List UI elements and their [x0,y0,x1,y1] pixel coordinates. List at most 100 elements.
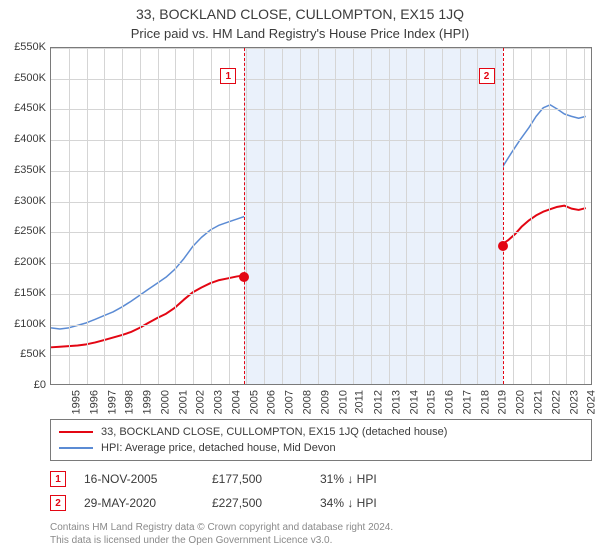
legend-box: 33, BOCKLAND CLOSE, CULLOMPTON, EX15 1JQ… [50,419,592,461]
x-tick-label: 2004 [230,390,242,414]
gridline-h [51,140,591,141]
sales-row-badge: 2 [50,495,66,511]
y-tick-label: £350K [4,164,46,176]
sales-row-badge: 1 [50,471,66,487]
gridline-v [229,48,230,384]
y-tick-label: £550K [4,41,46,53]
sales-row-date: 29-MAY-2020 [84,496,194,510]
gridline-h [51,232,591,233]
x-tick-label: 1998 [124,390,136,414]
legend-label: 33, BOCKLAND CLOSE, CULLOMPTON, EX15 1JQ… [101,426,447,438]
gridline-h [51,294,591,295]
gridline-h [51,171,591,172]
gridline-h [51,79,591,80]
legend-swatch [59,431,93,433]
plot-region: 12 [50,47,592,385]
x-tick-label: 2017 [461,390,473,414]
sale-marker-dot [498,241,508,251]
gridline-v [175,48,176,384]
x-tick-label: 2006 [266,390,278,414]
y-tick-label: £100K [4,318,46,330]
y-tick-label: £200K [4,256,46,268]
gridline-v [158,48,159,384]
gridline-v [406,48,407,384]
sales-row-price: £177,500 [212,472,302,486]
legend-item: 33, BOCKLAND CLOSE, CULLOMPTON, EX15 1JQ… [59,424,583,440]
sales-table: 116-NOV-2005£177,50031% ↓ HPI229-MAY-202… [50,467,592,515]
gridline-v [246,48,247,384]
x-tick-label: 2016 [444,390,456,414]
gridline-v [87,48,88,384]
gridline-v [424,48,425,384]
x-tick-label: 2021 [533,390,545,414]
x-tick-label: 2024 [586,390,598,414]
footer-line-1: Contains HM Land Registry data © Crown c… [50,521,592,534]
x-tick-label: 1999 [142,390,154,414]
chart-container: 33, BOCKLAND CLOSE, CULLOMPTON, EX15 1JQ… [0,0,600,547]
sales-row-date: 16-NOV-2005 [84,472,194,486]
sale-marker-dot [239,272,249,282]
x-tick-label: 2007 [284,390,296,414]
gridline-v [513,48,514,384]
chart-subtitle: Price paid vs. HM Land Registry's House … [4,26,596,41]
footer-attribution: Contains HM Land Registry data © Crown c… [50,521,592,547]
gridline-v [584,48,585,384]
x-tick-label: 1996 [88,390,100,414]
gridline-v [477,48,478,384]
sale-marker-badge: 1 [220,68,236,84]
gridline-h [51,48,591,49]
x-tick-label: 2008 [302,390,314,414]
y-tick-label: £50K [4,348,46,360]
gridline-v [318,48,319,384]
gridline-v [371,48,372,384]
y-tick-label: £0 [4,379,46,391]
x-tick-label: 2005 [248,390,260,414]
x-tick-label: 2000 [159,390,171,414]
gridline-h [51,263,591,264]
gridline-v [264,48,265,384]
gridline-v [282,48,283,384]
sales-row: 2 29-MAY-2020 £227,500 34% ↓ HPI [50,491,592,515]
gridline-v [211,48,212,384]
gridline-v [140,48,141,384]
x-tick-label: 2013 [390,390,402,414]
gridline-v [460,48,461,384]
gridline-v [122,48,123,384]
x-tick-label: 2002 [195,390,207,414]
legend-swatch [59,447,93,449]
legend-item: HPI: Average price, detached house, Mid … [59,440,583,456]
gridline-v [389,48,390,384]
gridline-h [51,202,591,203]
x-tick-label: 2001 [177,390,189,414]
sale-marker-line [503,48,504,384]
chart-area: 12 £0£50K£100K£150K£200K£250K£300K£350K£… [4,47,596,415]
sales-row-price: £227,500 [212,496,302,510]
x-tick-label: 2012 [373,390,385,414]
gridline-v [495,48,496,384]
gridline-v [353,48,354,384]
gridline-v [300,48,301,384]
x-tick-label: 2015 [426,390,438,414]
sale-marker-line [244,48,245,384]
chart-title: 33, BOCKLAND CLOSE, CULLOMPTON, EX15 1JQ [4,6,596,22]
sales-row-diff: 34% ↓ HPI [320,496,420,510]
gridline-v [549,48,550,384]
x-tick-label: 2020 [515,390,527,414]
gridline-h [51,355,591,356]
y-tick-label: £250K [4,225,46,237]
gridline-h [51,109,591,110]
x-tick-label: 2011 [354,390,366,414]
gridline-v [531,48,532,384]
x-tick-label: 2009 [319,390,331,414]
gridline-v [566,48,567,384]
legend-label: HPI: Average price, detached house, Mid … [101,442,336,454]
gridline-v [69,48,70,384]
y-tick-label: £300K [4,195,46,207]
gridline-v [104,48,105,384]
x-tick-label: 2019 [497,390,509,414]
x-tick-label: 2003 [213,390,225,414]
y-tick-label: £400K [4,133,46,145]
gridline-v [442,48,443,384]
x-tick-label: 1995 [70,390,82,414]
footer-line-2: This data is licensed under the Open Gov… [50,534,592,547]
